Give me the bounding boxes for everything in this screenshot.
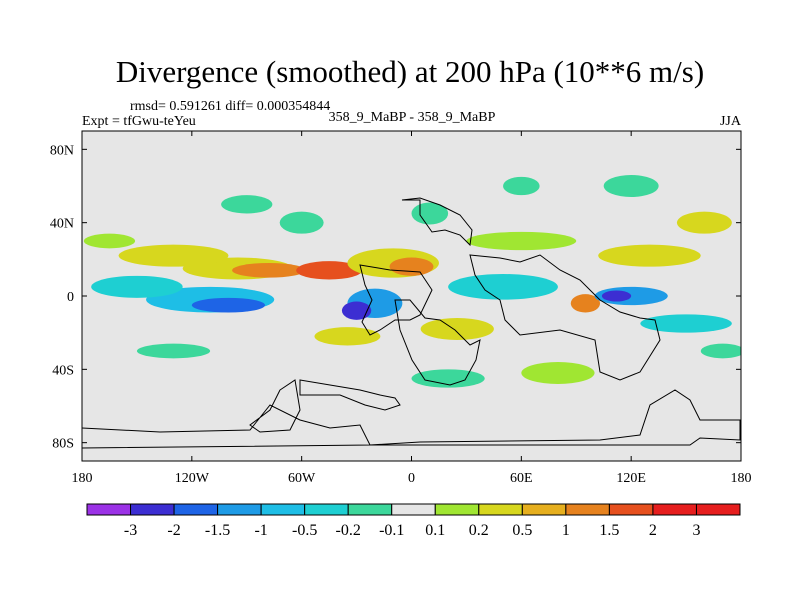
coastline — [82, 197, 741, 449]
contour-blob-21 — [91, 275, 183, 298]
y-tick-label-0: 80N — [50, 143, 74, 158]
contour-blob-28 — [136, 343, 211, 359]
contour-blob-5 — [118, 244, 229, 267]
colorbar-label-11: 1.5 — [599, 522, 619, 539]
x-tick-label-1: 120W — [175, 471, 210, 486]
contour-blob-30 — [411, 369, 485, 388]
contour-blob-27 — [221, 195, 273, 214]
stats-label: rmsd= 0.591261 diff= 0.000354844 — [130, 99, 330, 114]
contour-blob-29 — [255, 360, 348, 379]
colorbar-box-3 — [217, 503, 262, 516]
x-tick-label-6: 180 — [731, 471, 752, 486]
y-tick-label-1: 40N — [50, 217, 74, 232]
colorbar-label-8: 0.2 — [469, 522, 489, 539]
contour-fills — [83, 175, 741, 388]
y-tick-label-4: 80S — [52, 437, 74, 452]
contour-blob-11 — [570, 294, 601, 313]
contour-blob-8 — [466, 231, 577, 251]
x-tick-label-2: 60W — [288, 471, 316, 486]
contour-blob-7 — [598, 244, 701, 267]
colorbar-box-6 — [347, 503, 393, 516]
colorbar-box-8 — [434, 503, 480, 516]
colorbar-label-5: -0.2 — [336, 522, 361, 539]
contour-blob-31 — [700, 343, 741, 359]
season-label: JJA — [720, 114, 742, 129]
colorbar-box-5 — [304, 503, 349, 516]
contour-blob-17 — [341, 301, 372, 320]
y-tick-label-3: 40S — [52, 363, 74, 378]
contour-blob-24 — [503, 176, 540, 196]
x-tick-label-4: 60E — [510, 471, 533, 486]
colorbar-label-13: 3 — [692, 522, 700, 539]
colorbar-box-4 — [260, 503, 306, 516]
contour-blob-19 — [601, 290, 632, 302]
contour-blob-4 — [389, 257, 434, 276]
x-axis: 180 120W 60W 0 60E 120E 180 — [72, 131, 752, 486]
colorbar-label-3: -1 — [254, 522, 267, 539]
colorbar-box-13 — [652, 503, 697, 516]
colorbar-label-7: 0.1 — [425, 522, 445, 539]
colorbar-box-11 — [565, 503, 610, 516]
contour-blob-26 — [279, 211, 324, 234]
colorbar-label-12: 2 — [649, 522, 657, 539]
contour-blob-20 — [448, 274, 558, 300]
y-axis: 80N 40N 0 40S 80S — [50, 143, 741, 452]
contour-blob-2 — [296, 261, 363, 280]
colorbar-label-0: -3 — [124, 522, 137, 539]
colorbar-label-1: -2 — [167, 522, 180, 539]
colorbar-box-10 — [521, 503, 567, 516]
contour-blob-15 — [191, 297, 266, 313]
colorbar-box-14 — [695, 503, 741, 516]
contour-blob-9 — [420, 318, 494, 340]
colorbar-box-1 — [130, 503, 175, 516]
x-tick-label-5: 120E — [616, 471, 646, 486]
contour-blob-10 — [314, 327, 381, 346]
x-tick-label-3: 0 — [408, 471, 415, 486]
colorbar-box-0 — [86, 503, 132, 516]
expt-label: Expt = tfGwu-teYeu — [82, 114, 196, 129]
colorbar-label-2: -1.5 — [205, 522, 230, 539]
colorbar-box-9 — [478, 503, 523, 516]
contour-blob-22 — [640, 314, 732, 333]
chart-title: Divergence (smoothed) at 200 hPa (10**6 … — [116, 54, 704, 89]
colorbar-box-12 — [608, 503, 654, 516]
y-tick-label-2: 0 — [67, 290, 74, 305]
contour-blob-13 — [676, 211, 732, 234]
colorbar-label-9: 0.5 — [512, 522, 532, 539]
colorbar-label-4: -0.5 — [292, 522, 317, 539]
colorbar: -3 -2 -1.5 -1 -0.5 -0.2 -0.1 0.1 0.2 0.5 1 1.5 2 3 — [86, 503, 741, 539]
colorbar-box-2 — [173, 503, 219, 516]
comparison-label: 358_9_MaBP - 358_9_MaBP — [329, 110, 496, 125]
contour-blob-12 — [521, 362, 595, 384]
contour-blob-23 — [603, 175, 659, 197]
colorbar-label-6: -0.1 — [379, 522, 404, 539]
contour-blob-1 — [232, 263, 306, 278]
contour-blob-25 — [411, 202, 449, 225]
colorbar-box-7 — [391, 503, 436, 516]
contour-blob-6 — [83, 233, 136, 249]
x-tick-label-0: 180 — [72, 471, 93, 486]
colorbar-label-10: 1 — [562, 522, 570, 539]
